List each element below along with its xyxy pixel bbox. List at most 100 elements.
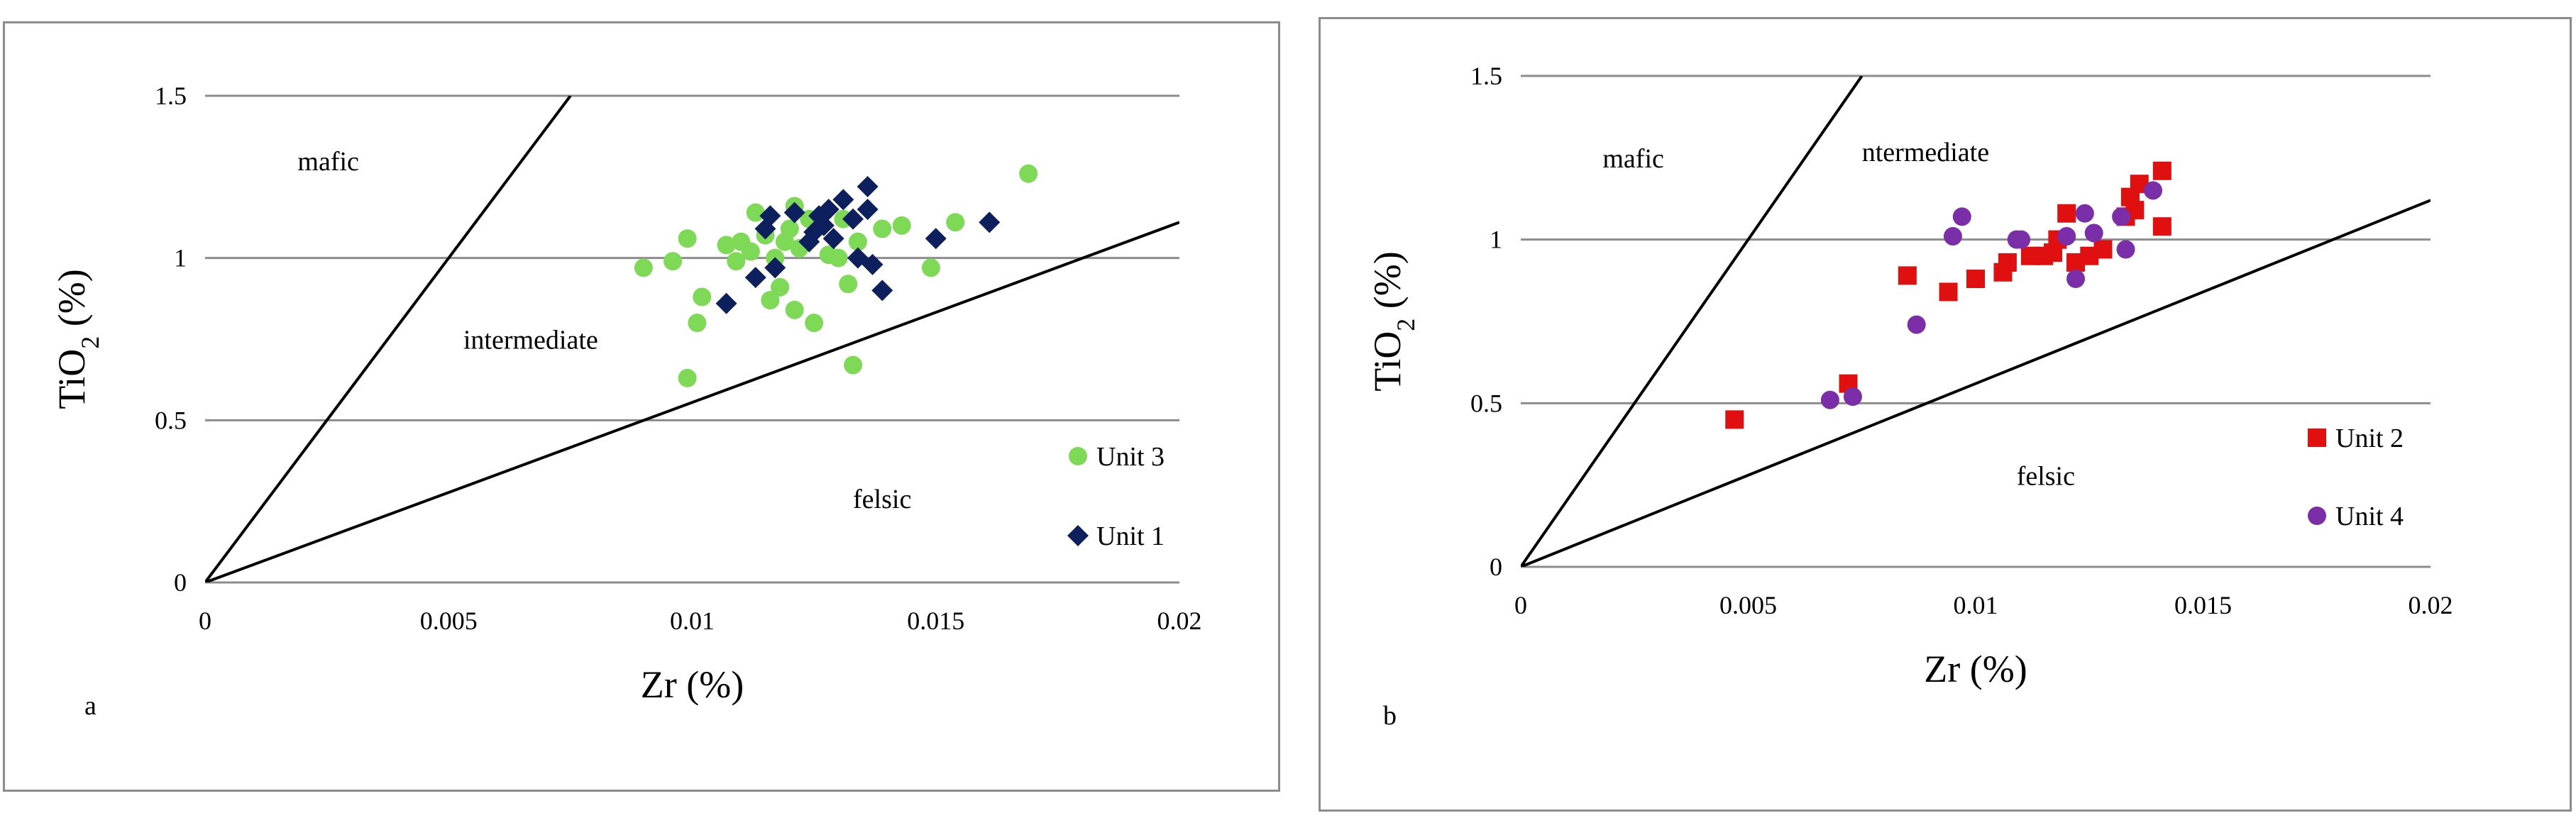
legend-marker (1069, 447, 1087, 465)
x-tick-label: 0 (1514, 591, 1527, 619)
panel-label-a: a (84, 691, 97, 721)
data-point-unit-3 (634, 258, 653, 277)
data-point-unit-4 (1843, 387, 1862, 407)
x-tick-label: 0 (199, 607, 211, 635)
region-label: mafic (297, 147, 359, 177)
data-point-unit-3 (946, 213, 965, 232)
data-point-unit-3 (805, 314, 824, 333)
x-tick-label: 0.015 (2174, 591, 2232, 619)
classification-boundary-line (1521, 199, 2431, 567)
data-point-unit-1 (764, 257, 786, 279)
y-axis-title-unit: (%) (50, 269, 93, 336)
x-tick-label: 0.005 (1719, 591, 1777, 619)
data-point-unit-1 (832, 189, 854, 211)
x-tick-label: 0.02 (1157, 607, 1202, 635)
data-point-unit-4 (2057, 227, 2076, 246)
data-point-unit-4 (2084, 223, 2103, 243)
legend-label: Unit 2 (2335, 424, 2404, 453)
x-axis-title: Zr (%) (1924, 648, 2027, 690)
data-point-unit-2 (2093, 240, 2113, 259)
y-axis-title-unit: (%) (1366, 251, 1409, 318)
data-point-unit-3 (785, 300, 804, 319)
region-label: felsic (2017, 462, 2075, 492)
region-label: intermediate (463, 326, 598, 355)
region-label: mafic (1602, 144, 1664, 174)
classification-boundary-line (205, 96, 572, 582)
chart-panel-a: 0 0.5 1 1.5 0 0.005 0.01 0.015 0.02 mafic intermed… (3, 21, 1280, 792)
data-point-unit-4 (2116, 240, 2135, 259)
data-point-unit-4 (2143, 181, 2162, 200)
y-tick-label: 1 (1490, 226, 1502, 254)
y-axis-title-main: TiO (50, 349, 93, 409)
data-point-unit-2 (1966, 270, 1985, 289)
data-point-unit-4 (1952, 207, 1971, 226)
y-tick-label: 0.5 (155, 406, 187, 434)
scatter-chart-a: 0 0.5 1 1.5 0 0.005 0.01 0.015 0.02 mafic intermed… (50, 82, 1202, 706)
data-point-unit-1 (813, 214, 835, 236)
x-tick-label: 0.005 (420, 607, 478, 635)
data-point-unit-3 (848, 232, 867, 251)
data-point-unit-1 (783, 201, 805, 223)
data-point-unit-3 (780, 219, 799, 238)
data-point-unit-2 (1998, 253, 2017, 272)
y-tick-label: 1.5 (155, 82, 187, 110)
y-axis-title-main: TiO (1366, 331, 1409, 392)
region-label: ntermediate (1862, 138, 1989, 167)
x-axis-title: Zr (%) (641, 663, 744, 706)
y-axis-title: TiO2 (%) (1366, 251, 1420, 392)
data-point-unit-1 (862, 253, 884, 275)
data-point-unit-3 (688, 314, 707, 333)
data-point-unit-3 (664, 252, 683, 271)
legend-marker (2308, 429, 2326, 447)
x-tick-label: 0.01 (670, 607, 715, 635)
y-axis-title: TiO2 (%) (50, 269, 104, 409)
x-tick-label: 0.01 (1954, 591, 1998, 619)
data-point-unit-4 (1820, 390, 1839, 409)
data-point-unit-1 (842, 208, 864, 230)
data-point-unit-2 (2152, 217, 2172, 236)
scatter-chart-b: 0 0.5 1 1.5 0 0.005 0.01 0.015 0.02 mafic ntermedi… (1366, 62, 2453, 690)
chart-panel-b: 0 0.5 1 1.5 0 0.005 0.01 0.015 0.02 mafic ntermedi… (1319, 17, 2572, 812)
classification-boundary-line (1521, 76, 1864, 567)
data-point-unit-1 (871, 280, 893, 302)
data-point-unit-1 (744, 267, 766, 289)
data-point-unit-4 (2112, 207, 2131, 226)
data-point-unit-3 (678, 229, 697, 248)
data-point-unit-4 (2075, 204, 2094, 223)
data-point-unit-1 (925, 228, 947, 250)
data-point-unit-1 (857, 199, 879, 221)
legend-marker (2308, 507, 2326, 525)
panel-label-b: b (1383, 701, 1397, 731)
data-point-unit-1 (979, 211, 1001, 233)
data-point-unit-1 (822, 228, 844, 250)
data-point-unit-3 (761, 291, 780, 310)
data-point-unit-3 (892, 216, 911, 235)
data-point-unit-3 (921, 258, 940, 277)
data-point-unit-1 (818, 199, 840, 221)
y-axis-title-subscript: 2 (1392, 319, 1420, 331)
data-point-unit-3 (1019, 164, 1038, 183)
y-tick-label: 1.5 (1470, 62, 1502, 90)
data-point-unit-4 (1943, 227, 1962, 246)
data-point-unit-3 (717, 236, 736, 255)
data-point-unit-4 (2066, 270, 2086, 289)
y-tick-label: 0 (174, 568, 187, 597)
y-tick-label: 1 (174, 244, 187, 272)
data-point-unit-3 (693, 287, 712, 306)
data-point-unit-3 (844, 355, 863, 375)
data-point-unit-3 (873, 219, 892, 238)
y-tick-label: 0 (1490, 553, 1502, 581)
region-label: felsic (853, 485, 911, 514)
data-point-unit-4 (2012, 230, 2031, 249)
data-point-unit-2 (2152, 161, 2172, 180)
x-tick-label: 0.015 (907, 607, 964, 635)
data-point-unit-1 (759, 205, 781, 227)
data-point-unit-3 (727, 252, 746, 271)
x-tick-label: 0.02 (2409, 591, 2453, 619)
legend-marker (1067, 525, 1089, 546)
data-point-unit-3 (771, 277, 790, 297)
data-point-unit-3 (829, 248, 848, 267)
legend-label: Unit 1 (1096, 521, 1165, 551)
data-point-unit-3 (839, 275, 858, 294)
data-point-unit-2 (1898, 266, 1917, 285)
